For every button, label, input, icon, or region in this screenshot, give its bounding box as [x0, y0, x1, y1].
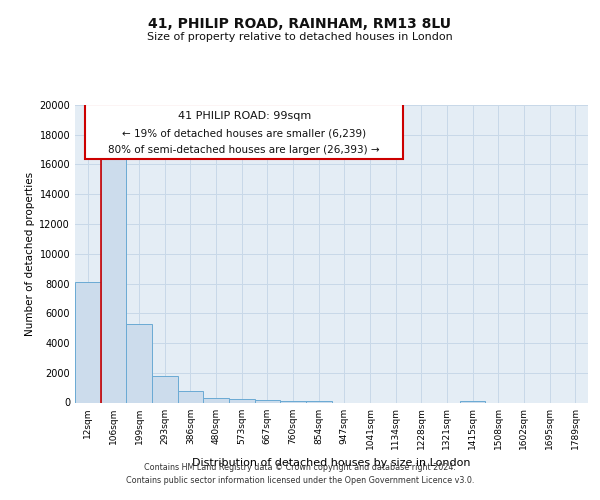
Bar [152, 376, 178, 402]
Bar [178, 390, 203, 402]
Text: Contains HM Land Registry data © Crown copyright and database right 2024.: Contains HM Land Registry data © Crown c… [144, 464, 456, 472]
Text: Size of property relative to detached houses in London: Size of property relative to detached ho… [147, 32, 453, 42]
Bar [85, 104, 403, 158]
Bar [306, 401, 331, 402]
Text: 80% of semi-detached houses are larger (26,393) →: 80% of semi-detached houses are larger (… [109, 146, 380, 156]
Bar [254, 400, 280, 402]
Bar [280, 401, 306, 402]
Bar [75, 282, 101, 403]
Text: 41 PHILIP ROAD: 99sqm: 41 PHILIP ROAD: 99sqm [178, 110, 311, 120]
Text: Contains public sector information licensed under the Open Government Licence v3: Contains public sector information licen… [126, 476, 474, 485]
X-axis label: Distribution of detached houses by size in London: Distribution of detached houses by size … [192, 458, 471, 468]
Y-axis label: Number of detached properties: Number of detached properties [25, 172, 35, 336]
Bar [460, 401, 485, 402]
Bar [127, 324, 152, 402]
Bar [101, 157, 127, 402]
Text: ← 19% of detached houses are smaller (6,239): ← 19% of detached houses are smaller (6,… [122, 129, 367, 139]
Text: 41, PHILIP ROAD, RAINHAM, RM13 8LU: 41, PHILIP ROAD, RAINHAM, RM13 8LU [149, 18, 452, 32]
Bar [203, 398, 229, 402]
Bar [229, 399, 254, 402]
